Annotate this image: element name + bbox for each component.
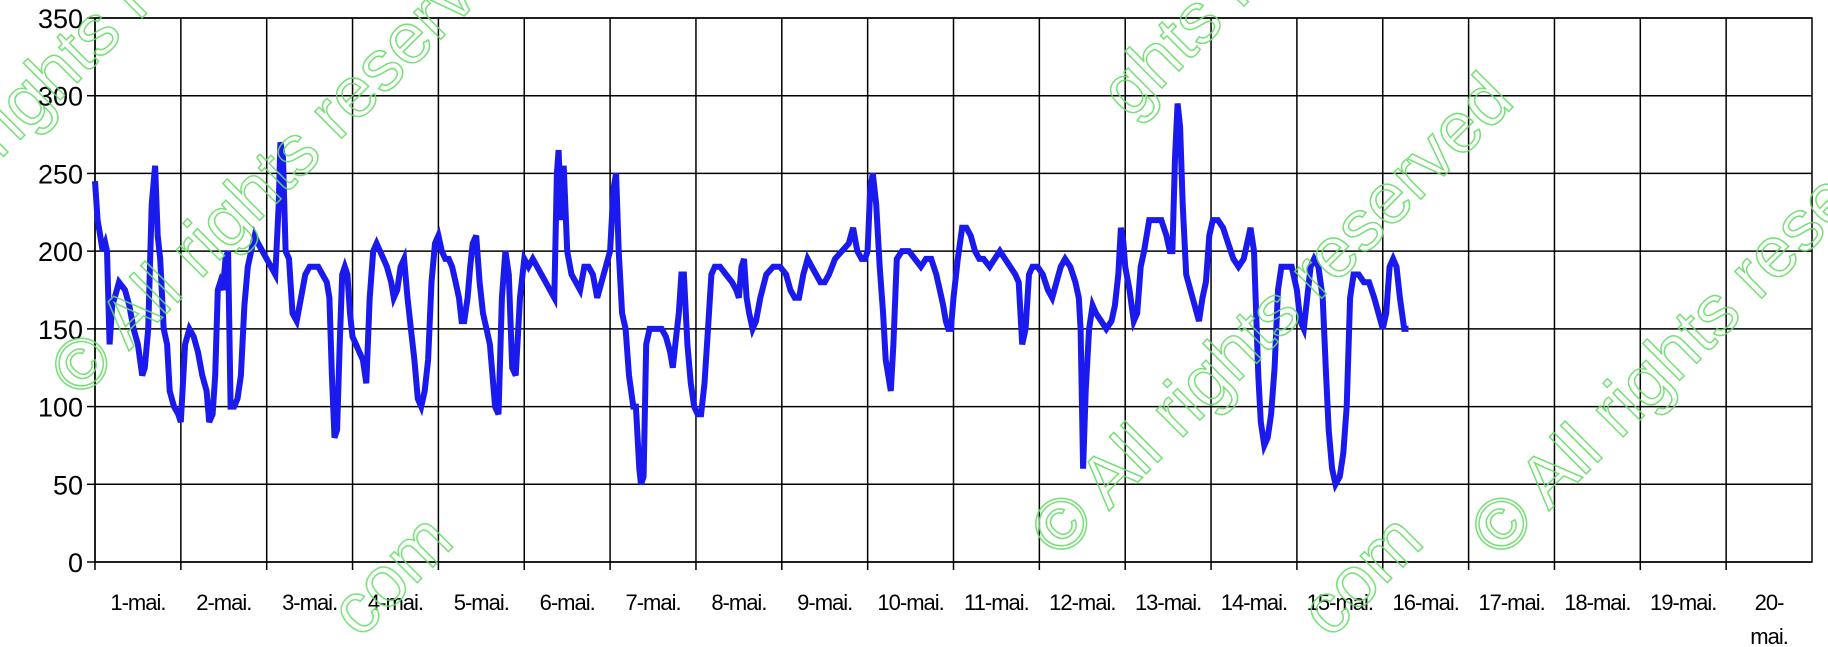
y-tick-label: 250: [38, 159, 83, 189]
x-tick-label: 16-mai.: [1392, 590, 1458, 615]
x-tick-label: 2-mai.: [196, 590, 251, 615]
x-tick-labels: 1-mai. 2-mai. 3-mai. 4-mai. 5-mai. 6-mai. 7-ma…: [110, 590, 1788, 647]
watermark-text-6: com: [315, 499, 468, 647]
watermark-text-4: rights re: [0, 0, 195, 171]
x-tick-label: 14-mai.: [1221, 590, 1287, 615]
x-tick-label: 12-mai.: [1049, 590, 1115, 615]
series-layer: [92, 103, 1409, 493]
x-tick-label: 3-mai.: [282, 590, 337, 615]
y-tick-label: 100: [38, 393, 83, 423]
x-tick-label: 1-mai.: [110, 590, 165, 615]
grid-lines: [94, 17, 1812, 563]
x-tick-label: 7-mai.: [625, 590, 680, 615]
axes: [87, 17, 1813, 570]
x-tick-label: 20-mai.: [1750, 590, 1788, 647]
watermark-text-7: com: [1285, 499, 1438, 647]
x-tick-label: 18-mai.: [1564, 590, 1630, 615]
x-tick-label: 5-mai.: [454, 590, 509, 615]
x-tick-label: 19-mai.: [1650, 590, 1716, 615]
series-line-0: [92, 103, 1409, 493]
watermark-text-3: © All rights reserved: [1455, 58, 1828, 571]
watermark-text-5: ghts re: [1085, 0, 1297, 131]
y-tick-label: 50: [53, 470, 83, 500]
x-tick-label: 6-mai.: [540, 590, 595, 615]
x-tick-label: 13-mai.: [1135, 590, 1201, 615]
x-tick-label: 4-mai.: [368, 590, 423, 615]
x-tick-label: 11-mai.: [964, 590, 1029, 615]
x-tick-label: 8-mai.: [711, 590, 766, 615]
y-tick-label: 0: [68, 548, 83, 578]
y-tick-label: 300: [38, 82, 83, 112]
x-tick-label: 15-mai.: [1307, 590, 1373, 615]
y-tick-label: 150: [38, 315, 83, 345]
x-tick-label: 10-mai.: [877, 590, 943, 615]
y-tick-label: 350: [38, 4, 83, 34]
y-tick-labels: 0 50 100 150 200 250 300 350: [38, 4, 83, 578]
x-tick-label: 17-mai.: [1478, 590, 1544, 615]
x-tick-label: 9-mai.: [797, 590, 852, 615]
y-tick-label: 200: [38, 237, 83, 267]
